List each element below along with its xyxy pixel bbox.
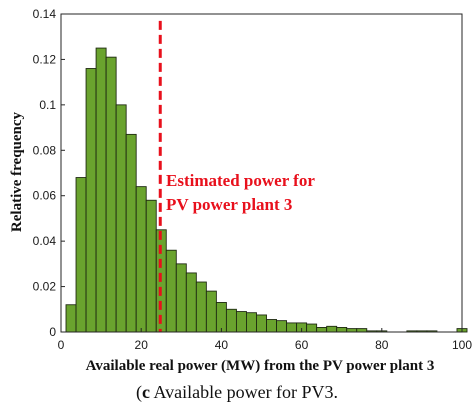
histogram-bar (135, 186, 147, 333)
caption-text: Available power for PV3. (149, 382, 339, 402)
x-tick-label: 40 (215, 338, 229, 352)
histogram-bar (246, 312, 257, 333)
x-tick-label: 0 (58, 338, 65, 352)
histogram-bar (346, 328, 358, 333)
histogram-bar (75, 177, 87, 333)
histogram-bar (115, 104, 127, 333)
histogram-bar (306, 323, 318, 333)
histogram-bar (225, 308, 237, 333)
y-tick-label: 0.14 (33, 7, 57, 21)
y-tick-label: 0.12 (33, 52, 57, 66)
histogram-bar (256, 314, 267, 333)
annotation-line-2: PV power plant 3 (166, 195, 292, 214)
y-tick-label: 0 (49, 325, 56, 339)
x-tick-label: 20 (135, 338, 149, 352)
y-axis-label: Relative frequency (9, 111, 25, 232)
figure-caption: (c Available power for PV3. (135, 382, 339, 402)
x-tick-label: 60 (295, 338, 309, 352)
y-axis-ticks: 0 0.02 0.04 0.06 0.08 0.1 0.12 0.14 (33, 7, 65, 339)
y-tick-label: 0.02 (33, 280, 57, 294)
histogram-bar (316, 327, 328, 333)
histogram-bar (195, 281, 207, 333)
histogram-bar (235, 311, 247, 333)
histogram-bar (85, 68, 97, 333)
y-tick-label: 0.1 (39, 98, 56, 112)
histogram-bar (205, 290, 217, 333)
histogram-bar (125, 133, 137, 333)
plot-area-frame (60, 13, 463, 333)
histogram-bar (105, 56, 117, 333)
histogram-bar (65, 304, 77, 333)
histogram-chart: Estimated power for PV power plant 3 0 0.… (9, 7, 472, 374)
histogram-bar (266, 319, 277, 333)
histogram-bar (175, 263, 187, 333)
histogram-bar (326, 325, 338, 333)
histogram-bars (65, 47, 468, 333)
histogram-bar (286, 322, 298, 333)
estimated-power-annotation: Estimated power for PV power plant 3 (166, 171, 319, 214)
x-tick-label: 100 (452, 338, 472, 352)
caption-label: c (141, 382, 150, 402)
histogram-bar (215, 302, 227, 333)
histogram-bar (165, 249, 177, 333)
x-axis-ticks: 0 20 40 60 80 100 (58, 328, 472, 352)
x-axis-label: Available real power (MW) from the PV po… (86, 358, 435, 374)
histogram-bar (95, 47, 107, 333)
histogram-bar (336, 327, 348, 333)
y-tick-label: 0.04 (33, 234, 57, 248)
y-tick-label: 0.06 (33, 189, 57, 203)
y-tick-label: 0.08 (33, 143, 57, 157)
annotation-line-1: Estimated power for (166, 171, 315, 190)
histogram-bar (185, 272, 197, 333)
x-tick-label: 80 (375, 338, 389, 352)
histogram-bar (276, 320, 288, 333)
histogram-bar (145, 199, 157, 333)
histogram-bar (356, 328, 368, 333)
